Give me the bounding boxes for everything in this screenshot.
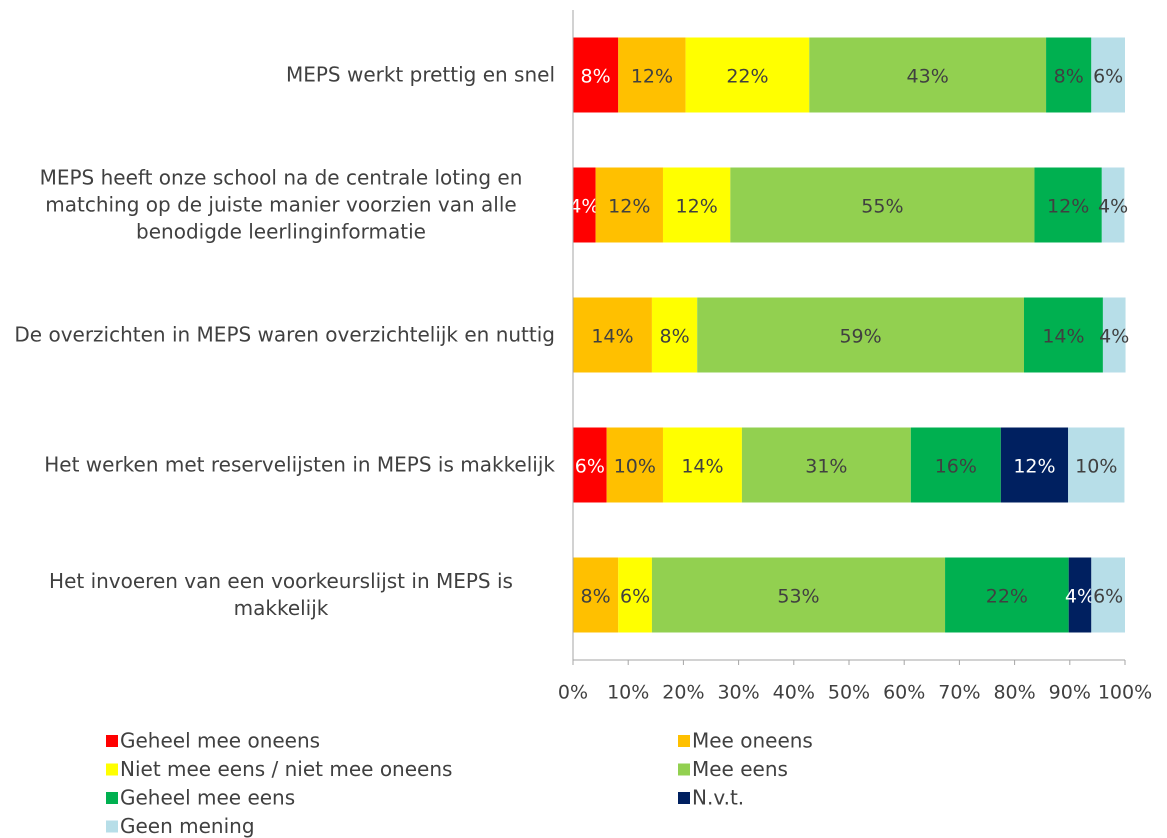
category-label-box: MEPS werkt prettig en snel	[0, 62, 555, 89]
value-label: 22%	[726, 66, 768, 88]
value-label: 10%	[614, 456, 656, 478]
x-tick-label: 90%	[1049, 682, 1091, 704]
bar-segment	[1000, 427, 1069, 503]
legend-label: Mee eens	[692, 757, 788, 781]
legend-swatch	[106, 763, 118, 776]
bar-segment	[1034, 167, 1102, 243]
category-label: De overzichten in MEPS waren overzichtel…	[14, 322, 555, 347]
legend-label: Mee oneens	[692, 729, 813, 753]
value-label: 31%	[805, 456, 847, 478]
category-label: MEPS heeft onze school na de centrale lo…	[39, 165, 523, 244]
value-label: 4%	[1098, 196, 1128, 218]
category-label: Het werken met reservelijsten in MEPS is…	[44, 452, 555, 477]
x-tick-label: 60%	[883, 682, 925, 704]
value-label: 12%	[676, 196, 718, 218]
bar-segment	[1091, 37, 1125, 113]
bar-segment	[651, 297, 698, 373]
bar-segment	[618, 557, 652, 633]
legend-swatch	[678, 763, 690, 776]
category-label: MEPS werkt prettig en snel	[285, 62, 555, 87]
value-label: 6%	[1093, 586, 1123, 608]
category-label-box: De overzichten in MEPS waren overzichtel…	[0, 322, 555, 349]
value-label: 4%	[1065, 586, 1095, 608]
bar-segment	[573, 167, 596, 243]
legend-swatch	[678, 792, 690, 804]
legend-label: Geheel mee eens	[120, 786, 295, 810]
bar-segment	[606, 427, 663, 503]
bar-segment	[1046, 37, 1092, 113]
bar-segment	[910, 427, 1001, 503]
category-label: Het invoeren van een voorkeurslijst in M…	[49, 569, 513, 620]
category-label-box: Het werken met reservelijsten in MEPS is…	[0, 452, 555, 479]
legend-label: Geheel mee oneens	[120, 729, 320, 753]
legend-label: N.v.t.	[692, 786, 744, 810]
x-tick-label: 50%	[828, 682, 870, 704]
bar-segment	[730, 167, 1035, 243]
value-label: 14%	[681, 456, 723, 478]
value-label: 14%	[591, 326, 633, 348]
bar-segment	[573, 37, 619, 113]
bar-segment	[573, 297, 652, 373]
value-label: 6%	[1093, 66, 1123, 88]
x-tick-label: 80%	[993, 682, 1035, 704]
bar-segment	[697, 297, 1024, 373]
value-label: 16%	[935, 456, 977, 478]
legend-swatch	[106, 735, 118, 747]
value-label: 22%	[986, 586, 1028, 608]
value-label: 6%	[620, 586, 650, 608]
x-tick-label: 40%	[773, 682, 815, 704]
value-label: 59%	[839, 326, 881, 348]
bar-segment	[945, 557, 1069, 633]
bar-segment	[573, 427, 607, 503]
bar-segment	[595, 167, 663, 243]
value-label: 14%	[1042, 326, 1084, 348]
bar-segment	[809, 37, 1047, 113]
bar-segment	[618, 37, 686, 113]
bar-segment	[1068, 557, 1092, 633]
value-label: 8%	[581, 586, 611, 608]
bar-segment	[741, 427, 911, 503]
value-label: 43%	[907, 66, 949, 88]
bar-segment	[685, 37, 810, 113]
bar-segment	[1068, 427, 1125, 503]
bar-segment	[1102, 297, 1126, 373]
bar-segment	[1091, 557, 1125, 633]
bar-segment	[1101, 167, 1125, 243]
legend-swatch	[678, 735, 690, 747]
x-tick-label: 70%	[938, 682, 980, 704]
bar-segment	[662, 427, 742, 503]
category-label-box: MEPS heeft onze school na de centrale lo…	[0, 165, 555, 246]
legend-label: Geen mening	[120, 814, 255, 838]
x-tick-label: 100%	[1098, 682, 1152, 704]
bar-segment	[662, 167, 731, 243]
value-label: 55%	[861, 196, 903, 218]
value-label: 4%	[569, 196, 599, 218]
value-label: 4%	[1099, 326, 1129, 348]
bar-segment	[573, 557, 619, 633]
value-label: 12%	[1013, 456, 1055, 478]
x-tick-label: 20%	[662, 682, 704, 704]
value-label: 8%	[659, 326, 689, 348]
bar-segment	[1023, 297, 1103, 373]
value-label: 12%	[608, 196, 650, 218]
x-tick-label: 10%	[607, 682, 649, 704]
x-tick-label: 0%	[558, 682, 588, 704]
legend-swatch	[106, 792, 118, 804]
legend-swatch	[106, 820, 118, 833]
value-label: 8%	[581, 66, 611, 88]
value-label: 8%	[1054, 66, 1084, 88]
value-label: 12%	[631, 66, 673, 88]
legend-label: Niet mee eens / niet mee oneens	[120, 757, 452, 781]
category-label-box: Het invoeren van een voorkeurslijst in M…	[0, 568, 555, 622]
value-label: 10%	[1075, 456, 1117, 478]
value-label: 6%	[575, 456, 605, 478]
x-tick-label: 30%	[717, 682, 759, 704]
value-label: 12%	[1047, 196, 1089, 218]
bar-segment	[651, 557, 946, 633]
value-label: 53%	[777, 586, 819, 608]
